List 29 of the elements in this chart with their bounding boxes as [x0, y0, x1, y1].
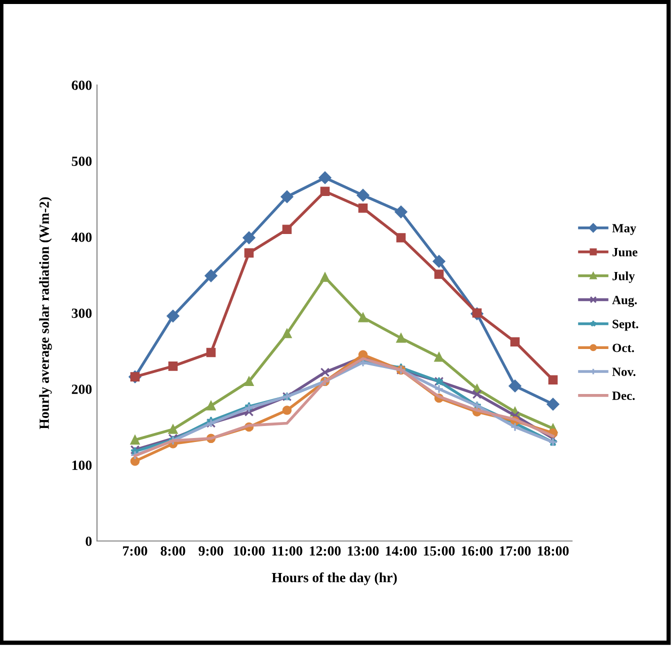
x-tick-label: 18:00	[538, 546, 569, 556]
legend-label: Aug.	[612, 296, 637, 307]
legend-label: Dec.	[612, 392, 635, 400]
y-tick-label: 200	[72, 384, 92, 394]
x-tick-label: 9:00	[198, 546, 224, 556]
legend-label: Oct.	[612, 344, 634, 352]
x-tick-label: 10:00	[234, 546, 265, 556]
legend-label: July	[612, 271, 635, 283]
legend-label: May	[612, 224, 636, 235]
y-tick-label: 300	[72, 308, 92, 318]
y-axis-title: Hourly average solar radiation (Wm-2)	[39, 197, 52, 430]
x-tick-label: 16:00	[462, 546, 493, 556]
legend-label: Nov.	[612, 368, 636, 376]
x-tick-label: 7:00	[123, 546, 148, 556]
y-tick-label: 100	[72, 460, 92, 470]
x-tick-label: 8:00	[160, 546, 186, 556]
y-tick-label: 0	[86, 536, 92, 546]
x-tick-label: 17:00	[500, 546, 531, 556]
x-axis-title: Hours of the day (hr)	[272, 572, 397, 586]
x-tick-label: 15:00	[424, 546, 455, 556]
y-tick-label: 500	[72, 156, 92, 166]
legend-label: June	[612, 248, 638, 256]
y-tick-label: 600	[72, 80, 92, 90]
x-tick-label: 12:00	[310, 546, 341, 556]
x-tick-label: 11:00	[272, 546, 302, 556]
x-tick-label: 14:00	[386, 546, 417, 556]
legend-label: Sept.	[612, 320, 638, 331]
x-tick-label: 13:00	[348, 546, 379, 556]
y-tick-label: 400	[71, 232, 92, 242]
